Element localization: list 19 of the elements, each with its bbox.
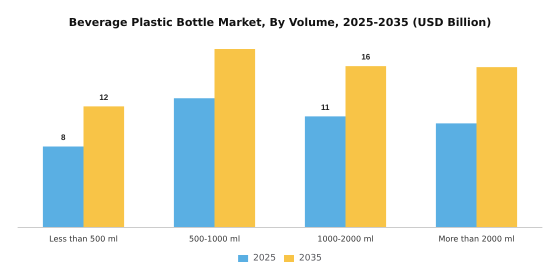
legend-label: 2025 [253,254,276,264]
bar [214,49,256,227]
chart-title: Beverage Plastic Bottle Market, By Volume, 2025-2035 (USD Billion) [68,16,492,29]
data-label: 12 [99,92,109,102]
data-label: 8 [60,133,66,142]
x-tick-label: 500-1000 ml [188,234,240,244]
bar [436,123,476,227]
bar [304,116,346,227]
bar [84,106,124,227]
x-tick-label: Less than 500 ml [49,234,118,244]
bar [346,66,386,227]
data-label: 11 [320,102,330,112]
data-label: 16 [361,52,371,62]
x-tick-label: More than 2000 ml [438,234,515,244]
legend-label: 2035 [299,254,322,264]
x-tick-label: 1000-2000 ml [317,234,374,244]
bar [476,67,518,227]
bar [174,98,214,227]
bar [42,146,84,227]
